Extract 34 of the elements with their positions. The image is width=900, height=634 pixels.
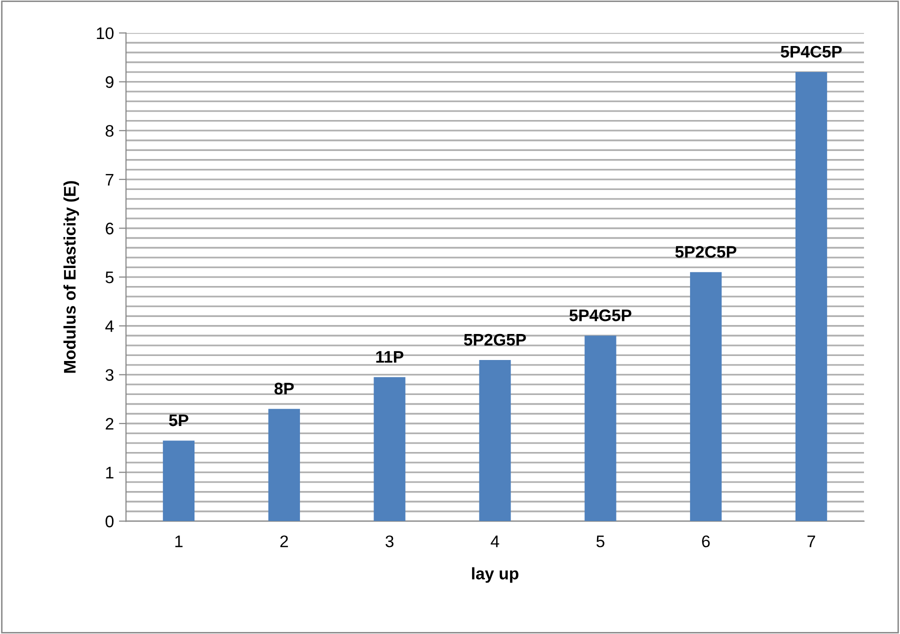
x-tick-label: 2: [280, 535, 288, 548]
annotation: 5P2G5P: [464, 334, 526, 346]
bar: [584, 336, 616, 522]
y-tick-label: 0: [106, 516, 114, 528]
x-tick-label: 4: [490, 536, 500, 548]
y-tick-label: 8: [106, 125, 114, 137]
bar: [162, 440, 195, 522]
x-axis-title: lay up: [472, 567, 518, 583]
y-tick-label: 3: [106, 369, 114, 381]
x-tick-label: 5: [596, 536, 604, 548]
x-tick-label: 3: [386, 535, 394, 548]
bar: [268, 408, 300, 522]
annotation: 11P: [376, 351, 404, 363]
y-tick-label: 9: [106, 76, 114, 88]
y-tick-label: 10: [96, 27, 114, 40]
y-tick-label: 4: [105, 320, 114, 332]
x-tick-label: 1: [175, 536, 183, 548]
x-tick-label: 6: [702, 535, 710, 548]
bar: [374, 377, 406, 522]
bar: [690, 272, 722, 522]
annotation: 5P2C5P: [675, 246, 736, 258]
annotation: 8P: [274, 382, 294, 394]
annotation: 5P4G5P: [569, 309, 632, 322]
y-tick-label: 7: [106, 174, 114, 186]
y-tick-label: 2: [106, 418, 114, 430]
x-tick-label: 7: [808, 536, 816, 548]
y-tick-label: 5: [106, 272, 114, 284]
annotation: 5P: [169, 414, 188, 426]
y-tick-label: 6: [106, 222, 114, 234]
bar: [795, 72, 828, 522]
y-axis-title: Modulus of Elasticity (E): [63, 181, 79, 373]
annotation: 5P4C5P: [780, 46, 842, 58]
bar: [479, 360, 511, 522]
y-tick-label: 1: [106, 466, 114, 478]
